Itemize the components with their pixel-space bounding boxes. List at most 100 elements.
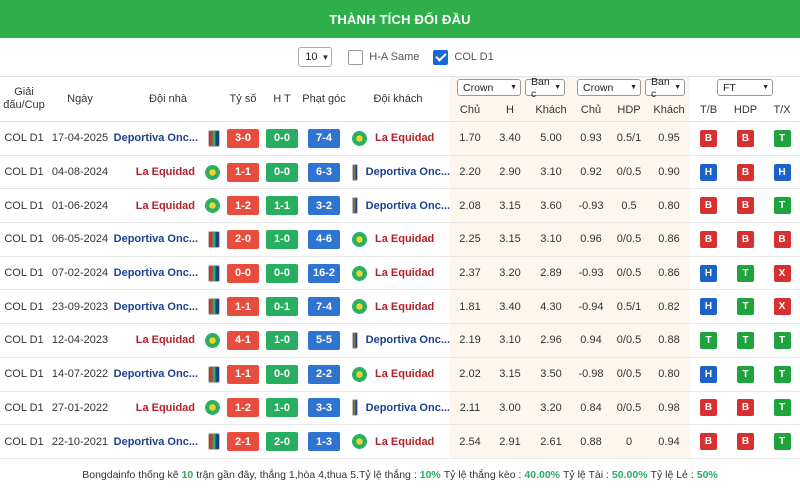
- result-group: FT ▼ T/B HDP T/X: [690, 77, 800, 121]
- home-team-name[interactable]: La Equidad: [135, 334, 195, 347]
- odds1-home: 2.20: [450, 155, 490, 189]
- away-team-crest-icon: [352, 231, 367, 247]
- home-team-cell[interactable]: La Equidad: [112, 156, 224, 189]
- away-team-cell[interactable]: Deportiva Onc...: [346, 392, 450, 425]
- score-badge: 1-2: [227, 398, 259, 418]
- count-select[interactable]: 10 ▼: [298, 47, 333, 67]
- score-cell: 1-1: [224, 290, 262, 323]
- away-team-cell[interactable]: Deportiva Onc...: [346, 156, 450, 189]
- result-winloss-cell: T: [690, 324, 727, 357]
- table-row[interactable]: COL D1 04-08-2024 La Equidad 1-1 0-0 6-3 Depor…: [0, 155, 800, 190]
- home-team-cell[interactable]: Deportiva Onc...: [112, 257, 224, 290]
- home-team-name[interactable]: Deportiva Onc...: [113, 435, 198, 448]
- away-team-name[interactable]: La Equidad: [375, 267, 435, 280]
- home-team-name[interactable]: La Equidad: [135, 166, 195, 179]
- home-team-name[interactable]: Deportiva Onc...: [113, 267, 198, 280]
- away-team-name[interactable]: La Equidad: [375, 435, 435, 448]
- table-row[interactable]: COL D1 06-05-2024 Deportiva Onc... 2-0 1-0 4-…: [0, 223, 800, 257]
- away-team-name[interactable]: La Equidad: [375, 132, 435, 145]
- away-team-crest-icon: [352, 299, 367, 315]
- home-team-cell[interactable]: Deportiva Onc...: [112, 122, 224, 155]
- odds1-company-select[interactable]: Crown ▼: [457, 79, 521, 97]
- odds1-home: 2.11: [450, 391, 490, 425]
- col-score: Tỷ số: [229, 92, 257, 105]
- league-filter-checkbox[interactable]: [433, 49, 449, 65]
- result-hdp-cell: B: [727, 189, 764, 222]
- odds2-hdp: 0/0.5: [610, 256, 648, 290]
- odds1-type-value: Ban c: [531, 75, 550, 100]
- result-overunder-cell: T: [764, 358, 800, 391]
- result-overunder-badge: T: [773, 331, 791, 349]
- home-team-cell[interactable]: Deportiva Onc...: [112, 290, 224, 323]
- odds2-company-select[interactable]: Crown ▼: [577, 79, 641, 97]
- odds2-hdp: 0/0.5: [610, 391, 648, 425]
- odds1-type-select[interactable]: Ban c ▼: [525, 76, 565, 100]
- home-team-cell[interactable]: La Equidad: [112, 324, 224, 357]
- summary-text-1: Bongdainfo thống kê: [82, 469, 179, 481]
- page-title: THÀNH TÍCH ĐỐI ĐẦU: [329, 11, 471, 27]
- home-team-name[interactable]: La Equidad: [135, 401, 195, 414]
- away-team-crest-icon: [352, 130, 367, 146]
- table-row[interactable]: COL D1 17-04-2025 Deportiva Onc... 3-0 0-0 7-…: [0, 122, 800, 156]
- home-team-name[interactable]: Deportiva Onc...: [113, 132, 198, 145]
- table-row[interactable]: COL D1 12-04-2023 La Equidad 4-1 1-0 5-5 Depor…: [0, 324, 800, 358]
- away-team-name[interactable]: Deportiva Onc...: [365, 334, 450, 347]
- result-hdp-badge: B: [737, 230, 754, 248]
- corners-cell: 16-2: [302, 257, 346, 290]
- home-team-name[interactable]: Deportiva Onc...: [113, 368, 198, 381]
- home-team-cell[interactable]: Deportiva Onc...: [112, 358, 224, 391]
- table-row[interactable]: COL D1 14-07-2022 Deportiva Onc... 1-1 0-0 2-…: [0, 357, 800, 392]
- result-overunder-cell: H: [764, 156, 800, 189]
- odds2-away: 0.80: [648, 189, 690, 223]
- odds2-hdp: 0.5/1: [610, 122, 648, 155]
- result-hdp-badge: B: [737, 399, 754, 417]
- ha-same-checkbox[interactable]: [348, 49, 364, 65]
- away-team-name[interactable]: Deportiva Onc...: [365, 199, 450, 212]
- away-team-cell[interactable]: Deportiva Onc...: [346, 189, 450, 222]
- result-winloss-badge: B: [700, 399, 717, 417]
- away-team-cell[interactable]: La Equidad: [346, 290, 450, 323]
- away-team-name[interactable]: La Equidad: [375, 368, 435, 381]
- away-team-cell[interactable]: La Equidad: [346, 223, 450, 256]
- home-team-name[interactable]: Deportiva Onc...: [113, 233, 198, 246]
- away-team-cell[interactable]: La Equidad: [346, 358, 450, 391]
- score-badge: 3-0: [227, 128, 259, 148]
- home-team-cell[interactable]: Deportiva Onc...: [112, 425, 224, 458]
- corners-badge: 5-5: [308, 330, 340, 350]
- home-team-cell[interactable]: La Equidad: [112, 392, 224, 425]
- away-team-crest-icon: [352, 265, 367, 281]
- corners-cell: 5-5: [302, 324, 346, 357]
- away-team-cell[interactable]: La Equidad: [346, 257, 450, 290]
- away-team-name[interactable]: La Equidad: [375, 233, 435, 246]
- away-team-name[interactable]: Deportiva Onc...: [365, 166, 450, 179]
- date-cell: 01-06-2024: [51, 199, 109, 212]
- table-row[interactable]: COL D1 22-10-2021 Deportiva Onc... 2-1 2-0 1-…: [0, 425, 800, 459]
- ht-cell: 1-1: [262, 189, 302, 222]
- table-row[interactable]: COL D1 07-02-2024 Deportiva Onc... 0-0 0-0 16…: [0, 256, 800, 291]
- away-team-cell[interactable]: Deportiva Onc...: [346, 324, 450, 357]
- home-team-cell[interactable]: La Equidad: [112, 189, 224, 222]
- away-team-name[interactable]: Deportiva Onc...: [365, 401, 450, 414]
- away-team-cell[interactable]: La Equidad: [346, 425, 450, 458]
- odds1-away: 2.61: [530, 425, 572, 458]
- result-select[interactable]: FT ▼: [717, 79, 773, 97]
- home-team-name[interactable]: Deportiva Onc...: [113, 300, 198, 313]
- away-team-cell[interactable]: La Equidad: [346, 122, 450, 155]
- odds2-type-select[interactable]: Ban c ▼: [645, 76, 685, 100]
- table-row[interactable]: COL D1 23-09-2023 Deportiva Onc... 1-1 0-1 7-…: [0, 290, 800, 325]
- corners-badge: 4-6: [308, 229, 340, 249]
- home-team-name[interactable]: La Equidad: [135, 199, 195, 212]
- table-row[interactable]: COL D1 01-06-2024 La Equidad 1-2 1-1 3-2 Depor…: [0, 189, 800, 224]
- score-badge: 1-1: [227, 364, 259, 384]
- result-hdp-cell: B: [727, 122, 764, 155]
- result-hdp-badge: T: [737, 298, 754, 316]
- table-row[interactable]: COL D1 27-01-2022 La Equidad 1-2 1-0 3-3 Depor…: [0, 391, 800, 426]
- away-team-name[interactable]: La Equidad: [375, 300, 435, 313]
- odds2-hdp: 0/0.5: [610, 223, 648, 256]
- score-cell: 2-1: [224, 425, 262, 458]
- result-col-hdp: HDP: [733, 103, 758, 116]
- home-team-cell[interactable]: Deportiva Onc...: [112, 223, 224, 256]
- corners-badge: 3-2: [308, 196, 340, 216]
- corners-cell: 1-3: [302, 425, 346, 458]
- result-winloss-cell: B: [690, 189, 727, 222]
